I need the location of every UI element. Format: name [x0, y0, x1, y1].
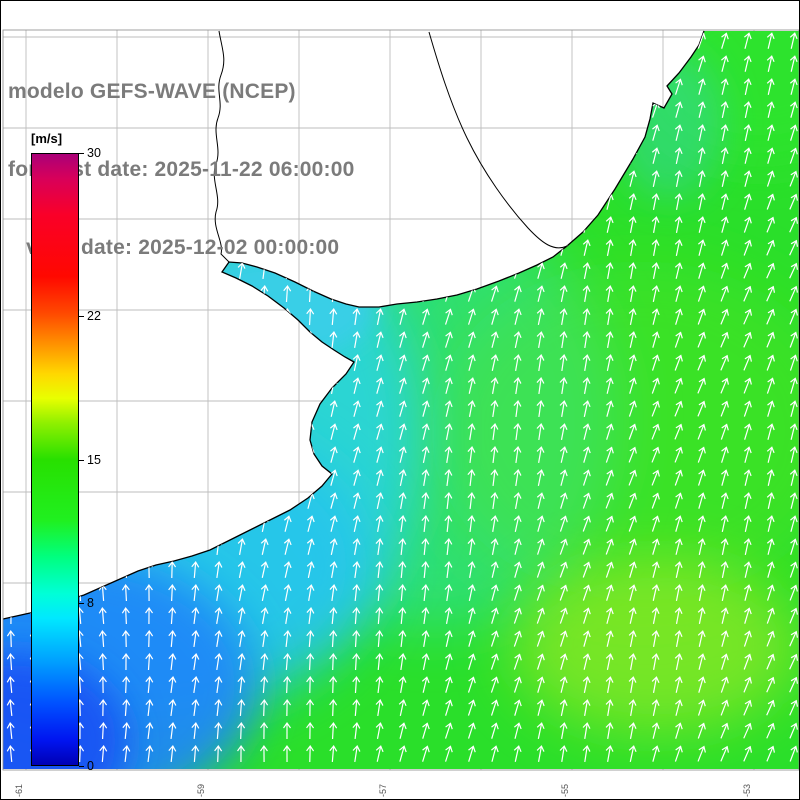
inland-border-line [213, 30, 230, 263]
colorbar-tick-mark [79, 459, 84, 461]
model-title: modelo GEFS-WAVE (NCEP) [8, 80, 296, 103]
coastline [3, 30, 705, 620]
colorbar: [m/s] 30 22 15 8 0 [31, 131, 151, 773]
colorbar-tick-mark [79, 766, 84, 767]
colorbar-tick-mark [79, 602, 84, 604]
colorbar-tick-mark [79, 153, 84, 154]
bottom-axis-tick-label: -61 [14, 784, 24, 797]
colorbar-tick-label: 30 [87, 146, 101, 160]
bottom-axis-tick-label: -57 [378, 784, 388, 797]
colorbar-tick-mark [79, 316, 84, 318]
plot-frame [2, 29, 799, 771]
colorbar-tick-label: 0 [87, 759, 94, 773]
bottom-axis-tick-label: -55 [560, 784, 570, 797]
colorbar-tick-label: 22 [87, 309, 101, 324]
inland-border-line [428, 31, 568, 249]
bottom-axis-tick-label: -59 [196, 784, 206, 797]
colorbar-tick-label: 15 [87, 452, 101, 467]
colorbar-gradient [31, 153, 79, 766]
colorbar-tick-label: 8 [87, 595, 94, 610]
bottom-axis-tick-label: -53 [742, 784, 752, 797]
colorbar-unit-label: [m/s] [31, 131, 63, 146]
